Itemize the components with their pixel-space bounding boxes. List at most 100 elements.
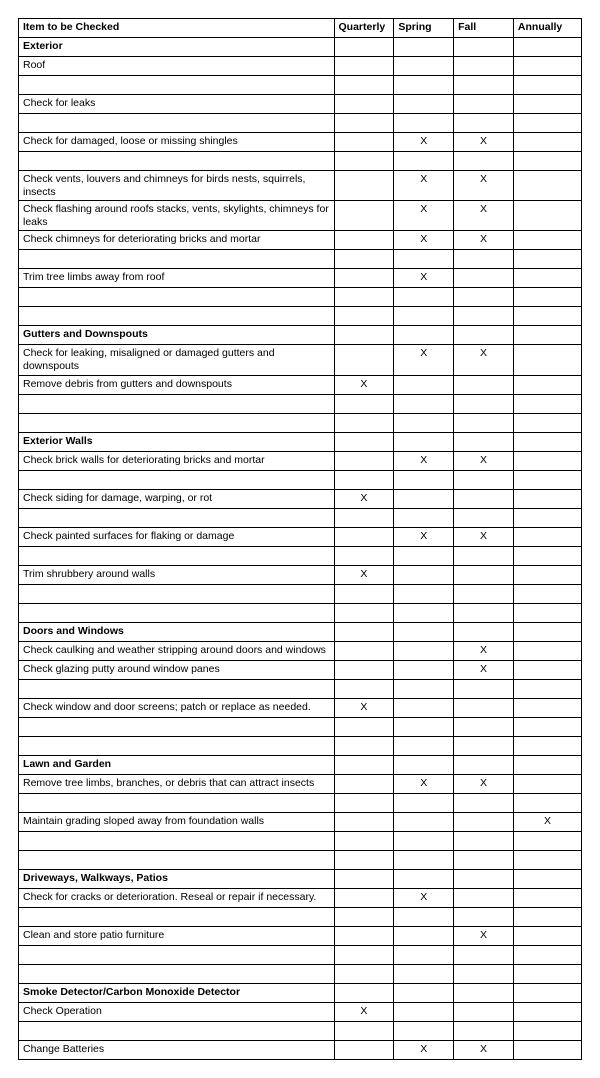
col-quarterly: Quarterly (334, 19, 394, 38)
col-item: Item to be Checked (19, 19, 335, 38)
table-row: Check for leaking, misaligned or damaged… (19, 345, 582, 375)
check-cell (394, 812, 454, 831)
check-cell: X (394, 527, 454, 546)
check-cell: X (394, 451, 454, 470)
empty-cell (513, 584, 581, 603)
check-cell (394, 641, 454, 660)
item-cell: Check caulking and weather stripping aro… (19, 641, 335, 660)
table-row: Maintain grading sloped away from founda… (19, 812, 582, 831)
check-cell (513, 133, 581, 152)
check-cell (513, 231, 581, 250)
section-header: Driveways, Walkways, Patios (19, 869, 335, 888)
table-row (19, 288, 582, 307)
empty-cell (394, 326, 454, 345)
table-row: Check painted surfaces for flaking or da… (19, 527, 582, 546)
check-cell (334, 95, 394, 114)
empty-cell (19, 288, 335, 307)
check-cell (513, 527, 581, 546)
item-cell: Check for leaks (19, 95, 335, 114)
table-row (19, 152, 582, 171)
empty-cell (394, 622, 454, 641)
check-cell (513, 660, 581, 679)
check-cell: X (454, 527, 514, 546)
check-cell: X (394, 171, 454, 201)
check-cell (394, 660, 454, 679)
empty-cell (394, 432, 454, 451)
check-cell (513, 774, 581, 793)
table-row (19, 603, 582, 622)
empty-cell (394, 546, 454, 565)
section-header: Exterior (19, 38, 335, 57)
item-cell: Trim shrubbery around walls (19, 565, 335, 584)
empty-cell (454, 831, 514, 850)
empty-cell (19, 470, 335, 489)
empty-cell (19, 603, 335, 622)
section-header: Lawn and Garden (19, 755, 335, 774)
check-cell (394, 926, 454, 945)
item-cell: Check for damaged, loose or missing shin… (19, 133, 335, 152)
check-cell (454, 57, 514, 76)
check-cell (334, 133, 394, 152)
check-cell: X (394, 133, 454, 152)
item-cell: Check flashing around roofs stacks, vent… (19, 201, 335, 231)
empty-cell (394, 793, 454, 812)
section-header: Exterior Walls (19, 432, 335, 451)
table-row (19, 679, 582, 698)
table-row (19, 964, 582, 983)
check-cell: X (394, 888, 454, 907)
check-cell: X (454, 926, 514, 945)
empty-cell (513, 394, 581, 413)
empty-cell (454, 288, 514, 307)
check-cell: X (454, 451, 514, 470)
empty-cell (19, 1021, 335, 1040)
table-row (19, 1021, 582, 1040)
check-cell: X (394, 231, 454, 250)
empty-cell (334, 38, 394, 57)
empty-cell (334, 584, 394, 603)
item-cell: Roof (19, 57, 335, 76)
empty-cell (334, 470, 394, 489)
item-cell: Check painted surfaces for flaking or da… (19, 527, 335, 546)
empty-cell (19, 546, 335, 565)
check-cell (513, 1040, 581, 1059)
empty-cell (394, 288, 454, 307)
empty-cell (513, 288, 581, 307)
check-cell (334, 1040, 394, 1059)
empty-cell (513, 679, 581, 698)
empty-cell (454, 326, 514, 345)
empty-cell (19, 307, 335, 326)
col-annually: Annually (513, 19, 581, 38)
check-cell (394, 57, 454, 76)
empty-cell (394, 38, 454, 57)
check-cell: X (334, 565, 394, 584)
check-cell: X (454, 171, 514, 201)
empty-cell (454, 470, 514, 489)
check-cell: X (454, 345, 514, 375)
check-cell (334, 269, 394, 288)
check-cell: X (454, 201, 514, 231)
empty-cell (334, 307, 394, 326)
check-cell: X (334, 375, 394, 394)
empty-cell (454, 869, 514, 888)
empty-cell (334, 603, 394, 622)
table-row (19, 945, 582, 964)
check-cell (394, 489, 454, 508)
empty-cell (513, 432, 581, 451)
empty-cell (394, 508, 454, 527)
check-cell (513, 57, 581, 76)
empty-cell (334, 622, 394, 641)
empty-cell (334, 736, 394, 755)
section-header: Gutters and Downspouts (19, 326, 335, 345)
item-cell: Check vents, louvers and chimneys for bi… (19, 171, 335, 201)
empty-cell (394, 869, 454, 888)
empty-cell (454, 584, 514, 603)
table-row (19, 413, 582, 432)
table-row: Driveways, Walkways, Patios (19, 869, 582, 888)
check-cell (394, 375, 454, 394)
empty-cell (394, 831, 454, 850)
empty-cell (19, 394, 335, 413)
item-cell: Maintain grading sloped away from founda… (19, 812, 335, 831)
empty-cell (334, 250, 394, 269)
empty-cell (513, 307, 581, 326)
empty-cell (19, 250, 335, 269)
